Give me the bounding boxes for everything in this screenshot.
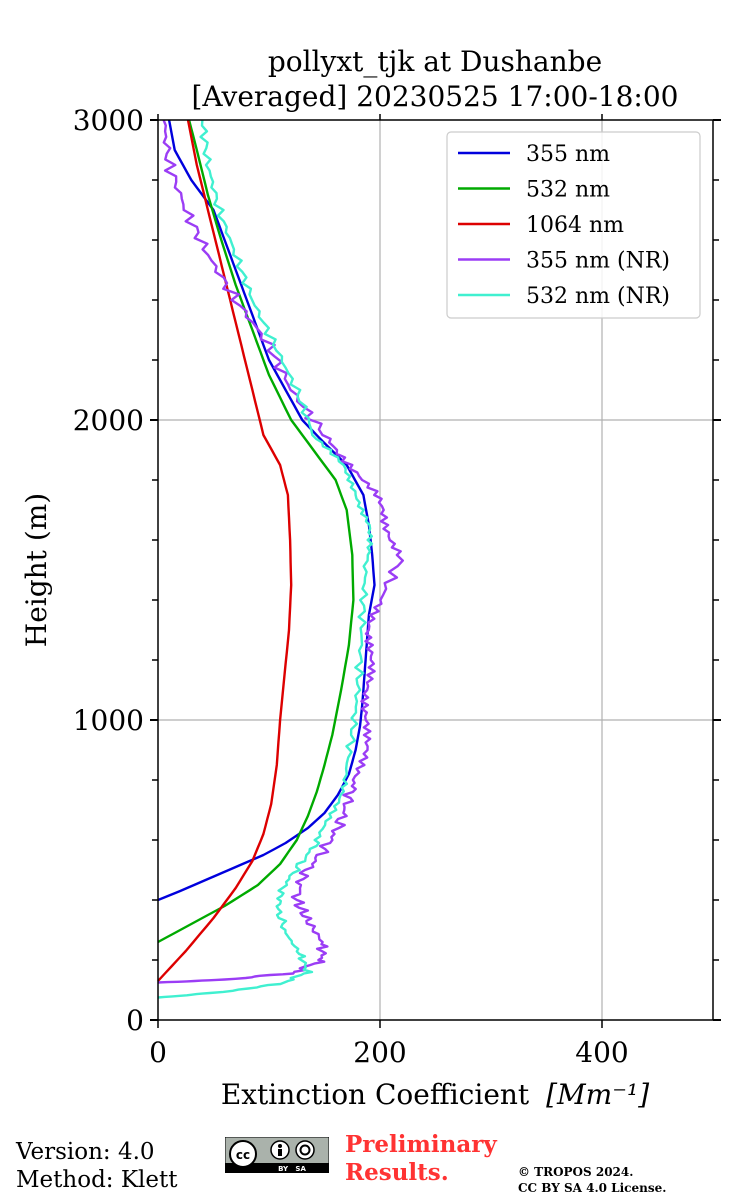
preliminary-line1: Preliminary: [345, 1131, 497, 1158]
x-tick-label: 400: [575, 1036, 628, 1069]
legend-label: 355 nm (NR): [526, 249, 670, 274]
method-text: Method: Klett: [16, 1167, 178, 1193]
legend: 355 nm 532 nm 1064 nm 355 nm (NR) 532 nm (NR…: [446, 131, 701, 319]
legend-label: 532 nm: [526, 178, 610, 203]
series-line: [157, 119, 355, 944]
cc-license-badge: cc BY SA: [225, 1137, 329, 1173]
cc-badge-label: BY SA: [278, 1165, 306, 1173]
svg-text:cc: cc: [236, 1148, 250, 1162]
axis-ticks: 0 200 400 0 1000 2000 3000: [73, 104, 721, 1069]
x-axis-label-text: Extinction Coefficient: [221, 1078, 530, 1111]
copyright-line1: © TROPOS 2024.: [518, 1165, 634, 1179]
x-tick-label: 0: [149, 1036, 167, 1069]
plot-frame: [157, 119, 714, 1021]
version-text: Version: 4.0: [16, 1139, 155, 1165]
copyright-line2: CC BY SA 4.0 License.: [518, 1181, 667, 1195]
chart-title-line1: pollyxt_tjk at Dushanbe: [268, 45, 602, 78]
series-lines: [157, 119, 404, 999]
series-line: [157, 119, 374, 999]
y-tick-label: 0: [126, 1004, 144, 1037]
footer-info: Version: 4.0 Method: Klett: [16, 1138, 177, 1194]
cc-icon: [229, 1140, 257, 1168]
series-line: [157, 119, 404, 984]
sa-icon: [295, 1140, 315, 1160]
x-axis-label: Extinction Coefficient [Mm⁻¹]: [221, 1078, 649, 1111]
legend-label: 532 nm (NR): [526, 284, 670, 309]
preliminary-line2: Results.: [345, 1159, 449, 1186]
x-tick-label: 200: [353, 1036, 406, 1069]
legend-label: 355 nm: [526, 142, 610, 167]
copyright-note: © TROPOS 2024. CC BY SA 4.0 License.: [518, 1164, 666, 1196]
preliminary-results-note: Preliminary Results.: [345, 1131, 497, 1187]
legend-label: 1064 nm: [526, 213, 624, 238]
chart-title-line2: [Averaged] 20230525 17:00-18:00: [192, 80, 679, 113]
y-axis-label: Height (m): [20, 493, 53, 647]
legend-entries: 355 nm 532 nm 1064 nm 355 nm (NR) 532 nm (NR…: [458, 142, 670, 309]
y-tick-label: 2000: [73, 404, 144, 437]
legend-box: [446, 131, 701, 319]
y-tick-label: 1000: [73, 704, 144, 737]
series-line: [157, 119, 376, 902]
y-tick-label: 3000: [73, 104, 144, 137]
x-axis-unit: [Mm⁻¹]: [546, 1078, 649, 1111]
